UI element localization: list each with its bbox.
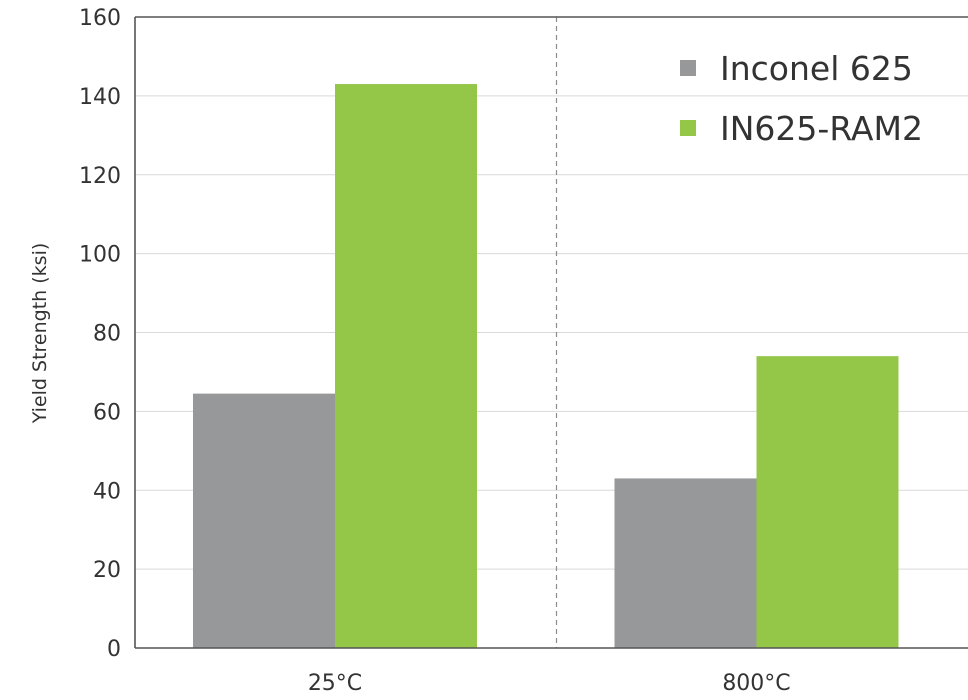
bars bbox=[193, 84, 899, 648]
y-tick-label-160: 160 bbox=[79, 6, 121, 31]
x-tick-labels: 25°C 800°C bbox=[308, 671, 791, 696]
legend-swatch-1 bbox=[680, 120, 696, 136]
legend-swatch-0 bbox=[680, 60, 696, 76]
y-tick-label-100: 100 bbox=[79, 243, 121, 268]
y-tick-label-80: 80 bbox=[93, 322, 121, 347]
x-tick-label-0: 25°C bbox=[308, 671, 362, 696]
bar-in625-ram2-1 bbox=[756, 356, 899, 648]
x-tick-label-1: 800°C bbox=[722, 671, 790, 696]
legend-label-0: Inconel 625 bbox=[720, 49, 913, 88]
legend: Inconel 625 IN625-RAM2 bbox=[680, 49, 923, 148]
axes bbox=[134, 16, 968, 649]
y-tick-label-20: 20 bbox=[93, 558, 121, 583]
bar-inconel-625-0 bbox=[193, 393, 335, 648]
bar-in625-ram2-0 bbox=[335, 84, 477, 648]
y-tick-label-60: 60 bbox=[93, 400, 121, 425]
y-tick-label-40: 40 bbox=[93, 479, 121, 504]
y-tick-label-0: 0 bbox=[107, 637, 121, 662]
legend-label-1: IN625-RAM2 bbox=[720, 109, 923, 148]
y-axis-label: Yield Strength (ksi) bbox=[29, 243, 51, 425]
y-tick-label-120: 120 bbox=[79, 164, 121, 189]
y-tick-labels: 0 20 40 60 80 100 120 140 160 bbox=[79, 6, 121, 662]
y-tick-label-140: 140 bbox=[79, 85, 121, 110]
bar-inconel-625-1 bbox=[614, 478, 757, 648]
